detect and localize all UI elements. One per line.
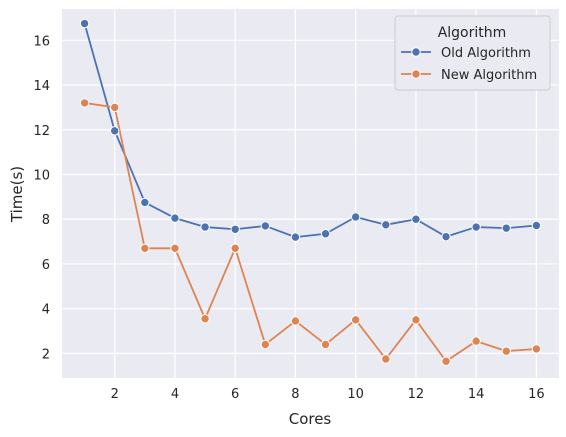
data-point-old-algorithm [140,197,150,208]
data-point-old-algorithm [170,213,180,223]
x-axis-label: Cores [289,410,332,428]
data-point-new-algorithm [260,339,271,350]
legend-entry-old-algorithm: Old Algorithm [441,46,531,61]
legend-marker-old-algorithm [411,47,421,57]
x-tick-label: 14 [468,387,485,402]
data-point-new-algorithm [230,243,240,253]
data-point-old-algorithm [110,126,120,136]
data-point-old-algorithm [411,214,421,224]
data-point-new-algorithm [79,98,90,108]
legend-entry-new-algorithm: New Algorithm [441,68,537,83]
data-point-old-algorithm [320,229,331,239]
data-point-new-algorithm [350,315,361,325]
x-tick-labels: 2 4 6 8 10 12 14 16 [111,387,545,402]
data-point-old-algorithm [531,220,542,231]
data-point-old-algorithm [200,222,210,232]
x-tick-label: 12 [408,387,425,402]
y-tick-label: 8 [42,213,50,228]
data-point-new-algorithm [531,344,542,354]
data-point-new-algorithm [200,314,210,324]
y-tick-label: 14 [33,79,50,94]
y-tick-label: 4 [42,303,50,318]
y-tick-label: 6 [42,258,50,273]
x-tick-label: 16 [528,387,545,402]
x-tick-label: 6 [231,387,239,402]
series-line-old-algorithm [83,23,537,239]
data-point-new-algorithm [170,243,180,253]
y-tick-label: 10 [33,168,50,183]
data-point-old-algorithm [381,220,391,230]
series-lines [83,23,537,363]
data-point-old-algorithm [260,221,271,231]
legend-box [394,15,551,91]
x-tick-label: 4 [171,387,179,402]
data-point-new-algorithm [140,243,150,253]
data-point-new-algorithm [411,315,421,325]
data-point-new-algorithm [290,316,301,326]
data-point-new-algorithm [110,102,120,113]
data-point-new-algorithm [501,346,511,356]
y-tick-label: 16 [33,34,50,49]
y-axis-label: Time(s) [8,166,26,223]
legend-marker-new-algorithm [411,69,421,79]
y-tick-label: 12 [33,124,50,139]
data-point-old-algorithm [230,224,240,234]
y-tick-labels: 2 4 6 8 10 12 14 16 [33,34,50,362]
data-point-old-algorithm [471,222,481,232]
data-point-old-algorithm [441,231,451,242]
series-markers [79,18,542,366]
x-tick-label: 2 [111,387,119,402]
legend-title: Algorithm [438,25,507,41]
data-point-new-algorithm [381,354,391,364]
data-point-new-algorithm [441,356,451,366]
data-point-old-algorithm [79,18,90,29]
series-line-new-algorithm [84,102,537,363]
y-tick-label: 2 [42,347,50,362]
data-point-old-algorithm [501,223,511,233]
data-point-new-algorithm [320,339,331,350]
x-tick-label: 8 [291,387,299,402]
data-point-old-algorithm [290,232,301,242]
x-tick-label: 10 [347,387,364,402]
legend: Algorithm Old Algorithm New Algorithm [394,15,551,91]
data-point-new-algorithm [471,336,481,346]
data-point-old-algorithm [350,212,361,222]
